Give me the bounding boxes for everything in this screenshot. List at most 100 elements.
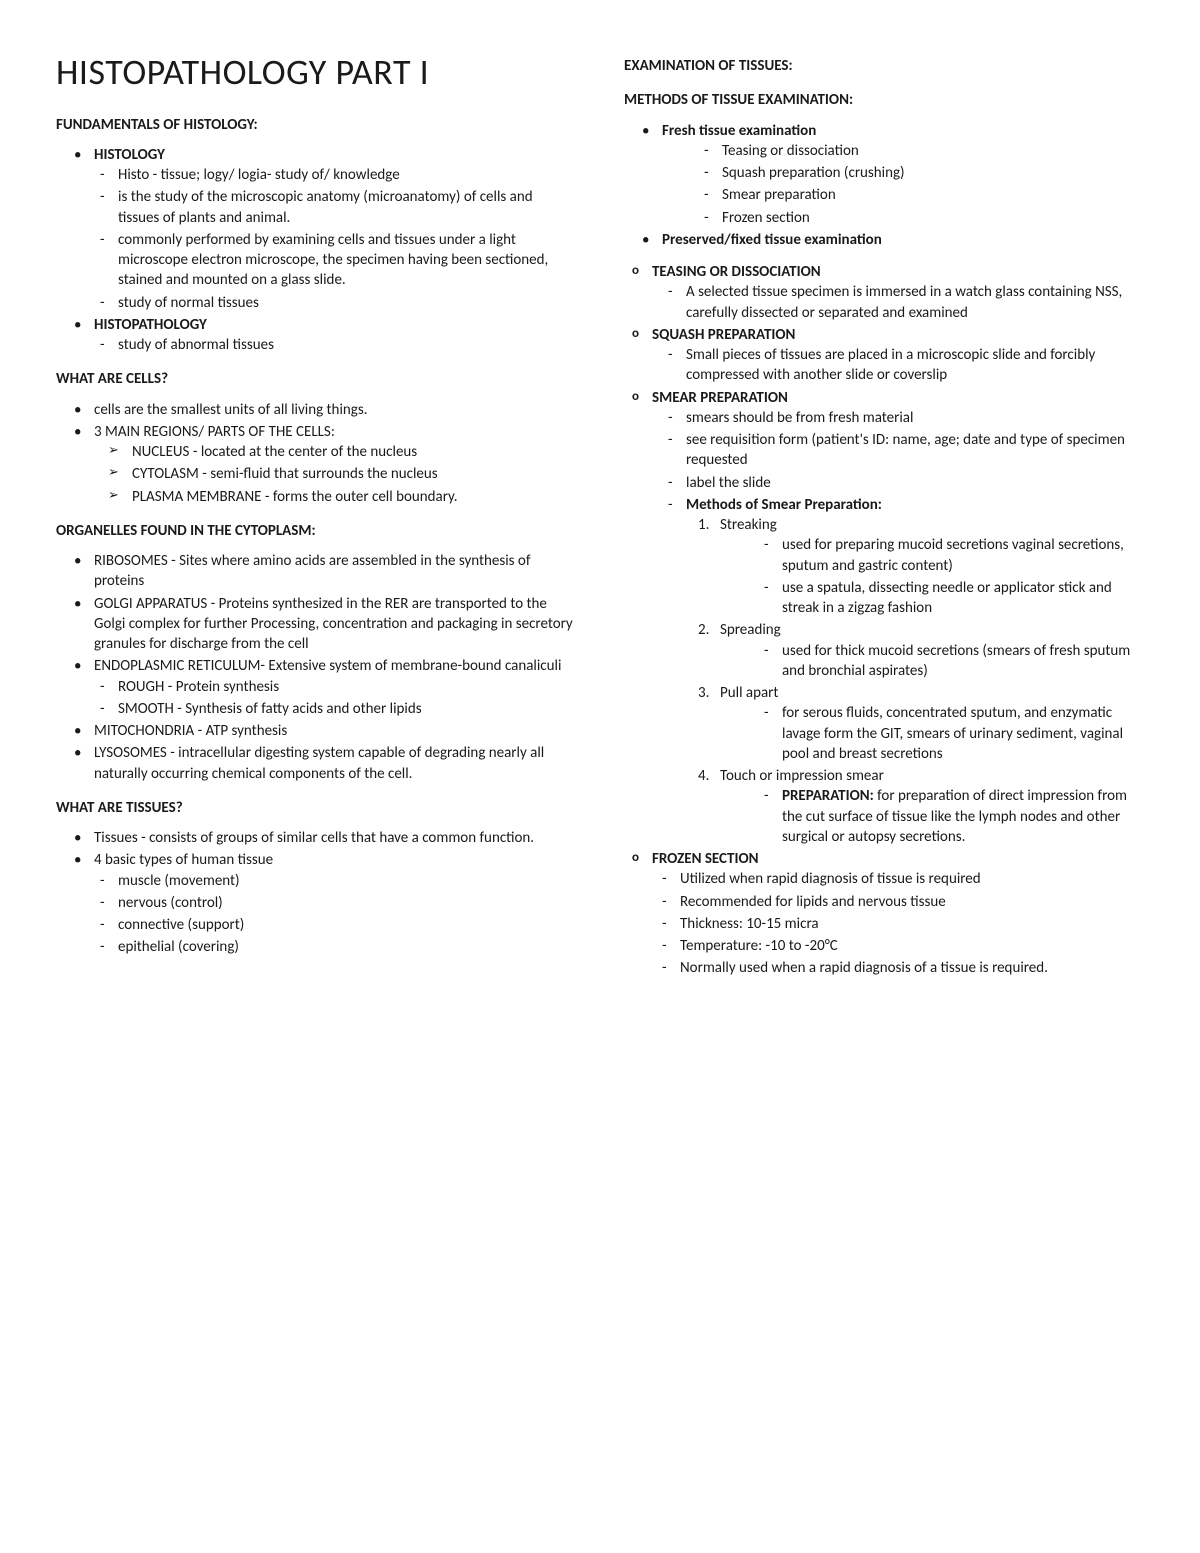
list-item: NUCLEUS - located at the center of the n… bbox=[94, 442, 576, 462]
text: 3 MAIN REGIONS/ PARTS OF THE CELLS: bbox=[94, 423, 335, 441]
list-item: connective (support) bbox=[84, 915, 576, 935]
heading-organelles: ORGANELLES FOUND IN THE CYTOPLASM: bbox=[56, 521, 576, 541]
tease-head: TEASING OR DISSOCIATION bbox=[652, 263, 821, 281]
list-smear-methods: 1.Streaking used for preparing mucoid se… bbox=[686, 515, 1144, 847]
m1: Streaking bbox=[720, 516, 777, 534]
heading-tissues: WHAT ARE TISSUES? bbox=[56, 798, 576, 818]
list-item: 1.Streaking used for preparing mucoid se… bbox=[686, 515, 1144, 618]
list-smear: smears should be from fresh material see… bbox=[652, 408, 1144, 847]
heading-fundamentals: FUNDAMENTALS OF HISTOLOGY: bbox=[56, 115, 576, 135]
list-m2-sub: used for thick mucoid secretions (smears… bbox=[748, 641, 1144, 682]
list-item: SMOOTH - Synthesis of fatty acids and ot… bbox=[84, 699, 576, 719]
list-item: Teasing or dissociation bbox=[688, 141, 1144, 161]
smear-methods-head: Methods of Smear Preparation: bbox=[686, 496, 882, 514]
list-m1-sub: used for preparing mucoid secretions vag… bbox=[748, 535, 1144, 618]
list-item: Small pieces of tissues are placed in a … bbox=[652, 345, 1144, 386]
list-histology: Histo - tissue; logy/ logia- study of/ k… bbox=[84, 165, 576, 313]
page: HISTOPATHOLOGY PART I FUNDAMENTALS OF HI… bbox=[56, 48, 1144, 981]
list-item: CYTOLASM - semi-fluid that surrounds the… bbox=[94, 464, 576, 484]
m2: Spreading bbox=[720, 621, 781, 639]
heading-cells: WHAT ARE CELLS? bbox=[56, 369, 576, 389]
list-tissue-types: muscle (movement) nervous (control) conn… bbox=[84, 871, 576, 958]
list-item: LYSOSOMES - intracellular digesting syst… bbox=[56, 743, 576, 784]
list-item: study of normal tissues bbox=[84, 293, 576, 313]
list-item: GOLGI APPARATUS - Proteins synthesized i… bbox=[56, 594, 576, 655]
m4-prep-label: PREPARATION: bbox=[782, 787, 874, 805]
histopath-head: HISTOPATHOLOGY bbox=[94, 316, 207, 334]
right-column: EXAMINATION OF TISSUES: METHODS OF TISSU… bbox=[624, 48, 1144, 981]
list-item: commonly performed by examining cells an… bbox=[84, 230, 576, 291]
list-tease: A selected tissue specimen is immersed i… bbox=[652, 282, 1144, 323]
list-item: PLASMA MEMBRANE - forms the outer cell b… bbox=[94, 487, 576, 507]
list-item: 3.Pull apart for serous fluids, concentr… bbox=[686, 683, 1144, 764]
list-methods-top: Fresh tissue examination Teasing or diss… bbox=[624, 121, 1144, 251]
list-item: use a spatula, dissecting needle or appl… bbox=[748, 578, 1144, 619]
list-item: Squash preparation (crushing) bbox=[688, 163, 1144, 183]
list-item: cells are the smallest units of all livi… bbox=[56, 400, 576, 420]
list-fresh-sub: Teasing or dissociation Squash preparati… bbox=[688, 141, 1144, 228]
list-item: HISTOLOGY Histo - tissue; logy/ logia- s… bbox=[56, 145, 576, 313]
squash-head: SQUASH PREPARATION bbox=[652, 326, 795, 344]
list-item: used for preparing mucoid secretions vag… bbox=[748, 535, 1144, 576]
heading-exam-tissues: EXAMINATION OF TISSUES: bbox=[624, 56, 1144, 76]
list-item: smears should be from fresh material bbox=[652, 408, 1144, 428]
list-regions: NUCLEUS - located at the center of the n… bbox=[94, 442, 576, 507]
list-item: is the study of the microscopic anatomy … bbox=[84, 187, 576, 228]
list-frozen: Utilized when rapid diagnosis of tissue … bbox=[646, 869, 1144, 978]
list-item: Normally used when a rapid diagnosis of … bbox=[646, 958, 1144, 978]
list-item: RIBOSOMES - Sites where amino acids are … bbox=[56, 551, 576, 592]
frozen-head: FROZEN SECTION bbox=[652, 850, 759, 868]
list-item: see requisition form (patient's ID: name… bbox=[652, 430, 1144, 471]
list-item: 4 basic types of human tissue muscle (mo… bbox=[56, 850, 576, 957]
list-m4-sub: PREPARATION: for preparation of direct i… bbox=[748, 786, 1144, 847]
list-item: 2.Spreading used for thick mucoid secret… bbox=[686, 620, 1144, 681]
preserved-head: Preserved/fixed tissue examination bbox=[662, 231, 882, 249]
list-item: Utilized when rapid diagnosis of tissue … bbox=[646, 869, 1144, 889]
histology-head: HISTOLOGY bbox=[94, 146, 165, 164]
list-histology-root: HISTOLOGY Histo - tissue; logy/ logia- s… bbox=[56, 145, 576, 356]
list-item: label the slide bbox=[652, 473, 1144, 493]
list-item: ENDOPLASMIC RETICULUM- Extensive system … bbox=[56, 656, 576, 719]
list-item: 4.Touch or impression smear PREPARATION:… bbox=[686, 766, 1144, 847]
list-item: FROZEN SECTION Utilized when rapid diagn… bbox=[624, 849, 1144, 979]
list-item: Fresh tissue examination Teasing or diss… bbox=[624, 121, 1144, 228]
list-item: Smear preparation bbox=[688, 185, 1144, 205]
list-item: nervous (control) bbox=[84, 893, 576, 913]
list-item: A selected tissue specimen is immersed i… bbox=[652, 282, 1144, 323]
fresh-head: Fresh tissue examination bbox=[662, 122, 816, 140]
list-cells: cells are the smallest units of all livi… bbox=[56, 400, 576, 507]
list-item: epithelial (covering) bbox=[84, 937, 576, 957]
m4: Touch or impression smear bbox=[720, 767, 884, 785]
heading-methods: METHODS OF TISSUE EXAMINATION: bbox=[624, 90, 1144, 110]
list-item: Tissues - consists of groups of similar … bbox=[56, 828, 576, 848]
m3: Pull apart bbox=[720, 684, 778, 702]
list-item: Histo - tissue; logy/ logia- study of/ k… bbox=[84, 165, 576, 185]
list-item: TEASING OR DISSOCIATION A selected tissu… bbox=[624, 262, 1144, 323]
list-item: study of abnormal tissues bbox=[84, 335, 576, 355]
list-item: HISTOPATHOLOGY study of abnormal tissues bbox=[56, 315, 576, 356]
list-item: MITOCHONDRIA - ATP synthesis bbox=[56, 721, 576, 741]
list-item: SQUASH PREPARATION Small pieces of tissu… bbox=[624, 325, 1144, 386]
text: ENDOPLASMIC RETICULUM- Extensive system … bbox=[94, 657, 561, 675]
list-item: used for thick mucoid secretions (smears… bbox=[748, 641, 1144, 682]
list-item: Preserved/fixed tissue examination bbox=[624, 230, 1144, 250]
list-item: Thickness: 10-15 micra bbox=[646, 914, 1144, 934]
list-item: Frozen section bbox=[688, 208, 1144, 228]
text: 4 basic types of human tissue bbox=[94, 851, 273, 869]
list-item: for serous fluids, concentrated sputum, … bbox=[748, 703, 1144, 764]
list-methods-detail: TEASING OR DISSOCIATION A selected tissu… bbox=[624, 262, 1144, 979]
list-item: PREPARATION: for preparation of direct i… bbox=[748, 786, 1144, 847]
list-item: 3 MAIN REGIONS/ PARTS OF THE CELLS: NUCL… bbox=[56, 422, 576, 507]
list-organelles: RIBOSOMES - Sites where amino acids are … bbox=[56, 551, 576, 784]
list-m3-sub: for serous fluids, concentrated sputum, … bbox=[748, 703, 1144, 764]
list-histopath: study of abnormal tissues bbox=[84, 335, 576, 355]
list-item: ROUGH - Protein synthesis bbox=[84, 677, 576, 697]
list-item: Methods of Smear Preparation: 1.Streakin… bbox=[652, 495, 1144, 847]
list-tissues: Tissues - consists of groups of similar … bbox=[56, 828, 576, 958]
list-er-sub: ROUGH - Protein synthesis SMOOTH - Synth… bbox=[84, 677, 576, 720]
list-item: SMEAR PREPARATION smears should be from … bbox=[624, 388, 1144, 848]
left-column: HISTOPATHOLOGY PART I FUNDAMENTALS OF HI… bbox=[56, 48, 576, 981]
list-item: muscle (movement) bbox=[84, 871, 576, 891]
list-item: Recommended for lipids and nervous tissu… bbox=[646, 892, 1144, 912]
list-squash: Small pieces of tissues are placed in a … bbox=[652, 345, 1144, 386]
